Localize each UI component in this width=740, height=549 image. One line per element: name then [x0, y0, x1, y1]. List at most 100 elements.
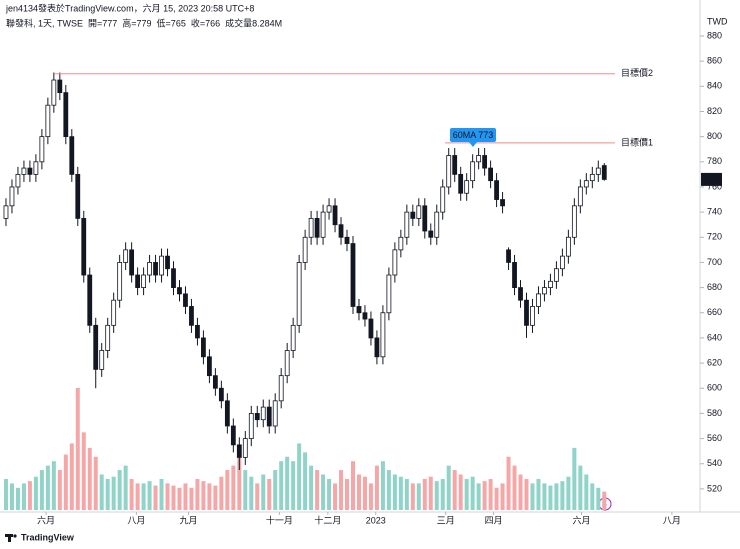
- volume-bar: [117, 470, 122, 510]
- volume-bar: [410, 483, 415, 510]
- candle-body: [93, 324, 99, 370]
- candle-body: [207, 356, 212, 377]
- x-tick-label: 2023: [366, 515, 386, 525]
- candle-body: [129, 249, 135, 276]
- candle-body: [254, 413, 260, 421]
- volume-bar: [87, 447, 92, 510]
- y-tick-label: 860: [707, 56, 722, 66]
- candle-body: [512, 262, 517, 289]
- candle-body: [236, 444, 242, 458]
- candle-body: [518, 287, 523, 301]
- volume-bar: [285, 456, 290, 510]
- volume-bar: [345, 478, 350, 510]
- volume-bar: [45, 465, 50, 510]
- volume-bar: [225, 470, 230, 510]
- candle-body: [230, 425, 236, 446]
- candle-body: [554, 268, 559, 282]
- volume-bar: [584, 474, 589, 510]
- candle-body: [530, 306, 535, 326]
- volume-bar: [590, 483, 595, 510]
- candle-body: [482, 155, 488, 169]
- candle-body: [3, 205, 9, 219]
- volume-bar: [57, 470, 62, 510]
- candle-body: [111, 299, 117, 326]
- volume-bar: [195, 478, 200, 510]
- candle-body: [422, 205, 428, 232]
- y-tick-label: 800: [707, 131, 722, 141]
- candle-body: [404, 211, 410, 238]
- last-price-label: 766: [705, 174, 720, 184]
- candle-body: [589, 173, 595, 182]
- volume-bar: [129, 478, 134, 510]
- candle-body: [458, 173, 464, 194]
- currency-label: TWD: [707, 16, 728, 26]
- candle-body: [362, 312, 368, 320]
- tv-logo-icon: [5, 534, 17, 542]
- volume-bar: [476, 483, 481, 510]
- volume-bar: [27, 481, 32, 510]
- volume-bar: [524, 478, 529, 510]
- volume-bar: [201, 481, 206, 510]
- candle-body: [416, 205, 422, 219]
- volume-bar: [273, 470, 278, 510]
- volume-bar: [536, 478, 541, 510]
- volume-bar: [183, 483, 188, 510]
- volume-bar: [518, 474, 523, 510]
- volume-bar: [506, 456, 511, 510]
- candle-body: [266, 406, 272, 427]
- volume-bar: [578, 465, 583, 510]
- volume-bar: [231, 465, 236, 510]
- candle-body: [57, 79, 63, 94]
- volume-bar: [291, 461, 296, 510]
- candle-body: [583, 180, 589, 188]
- ma-label-pointer: [469, 142, 477, 147]
- candle-body: [470, 161, 476, 182]
- volume-bar: [237, 454, 242, 510]
- candle-body: [464, 180, 470, 194]
- candle-body: [542, 287, 547, 295]
- y-tick-label: 680: [707, 282, 722, 292]
- candle-body: [69, 136, 75, 175]
- volume-bar: [207, 483, 212, 510]
- volume-bar: [482, 481, 487, 510]
- candle-body: [165, 255, 170, 270]
- volume-bar: [315, 470, 320, 510]
- volume-bar: [123, 465, 128, 510]
- volume-bar: [428, 476, 433, 510]
- candle-body: [314, 218, 320, 238]
- volume-bar: [566, 476, 571, 510]
- volume-bar: [165, 483, 170, 510]
- y-tick-label: 760: [707, 181, 722, 191]
- candle-body: [380, 312, 386, 358]
- volume-bar: [135, 483, 140, 510]
- candle-body: [45, 104, 51, 138]
- candle-body: [488, 167, 493, 182]
- y-tick-label: 880: [707, 30, 722, 40]
- volume-bar: [458, 474, 463, 510]
- candle-body: [565, 236, 571, 257]
- candle-body: [105, 324, 111, 351]
- candle-body: [21, 167, 27, 175]
- volume-bar: [404, 478, 409, 510]
- volume-bar: [303, 452, 308, 510]
- candle-body: [39, 136, 45, 163]
- candle-body: [296, 262, 302, 326]
- x-tick-label: 八月: [127, 515, 145, 525]
- x-tick-label: 六月: [37, 514, 55, 525]
- author-line: jen4134發表於TradingView.com，六月 15, 2023 20…: [5, 2, 254, 13]
- volume-bar: [548, 485, 553, 510]
- candle-body: [141, 274, 146, 289]
- candle-body: [81, 218, 87, 276]
- x-tick-label: 三月: [437, 515, 455, 525]
- candle-body: [171, 268, 176, 289]
- volume-bar: [279, 461, 284, 510]
- volume-bar: [572, 447, 577, 510]
- volume-bar: [416, 483, 421, 510]
- volume-bar: [75, 388, 80, 510]
- x-tick-label: 六月: [573, 514, 591, 525]
- candle-body: [177, 287, 182, 295]
- volume-bar: [81, 432, 86, 510]
- volume-bar: [147, 481, 152, 510]
- x-tick-label: 九月: [179, 515, 197, 525]
- volume-bar: [368, 483, 373, 510]
